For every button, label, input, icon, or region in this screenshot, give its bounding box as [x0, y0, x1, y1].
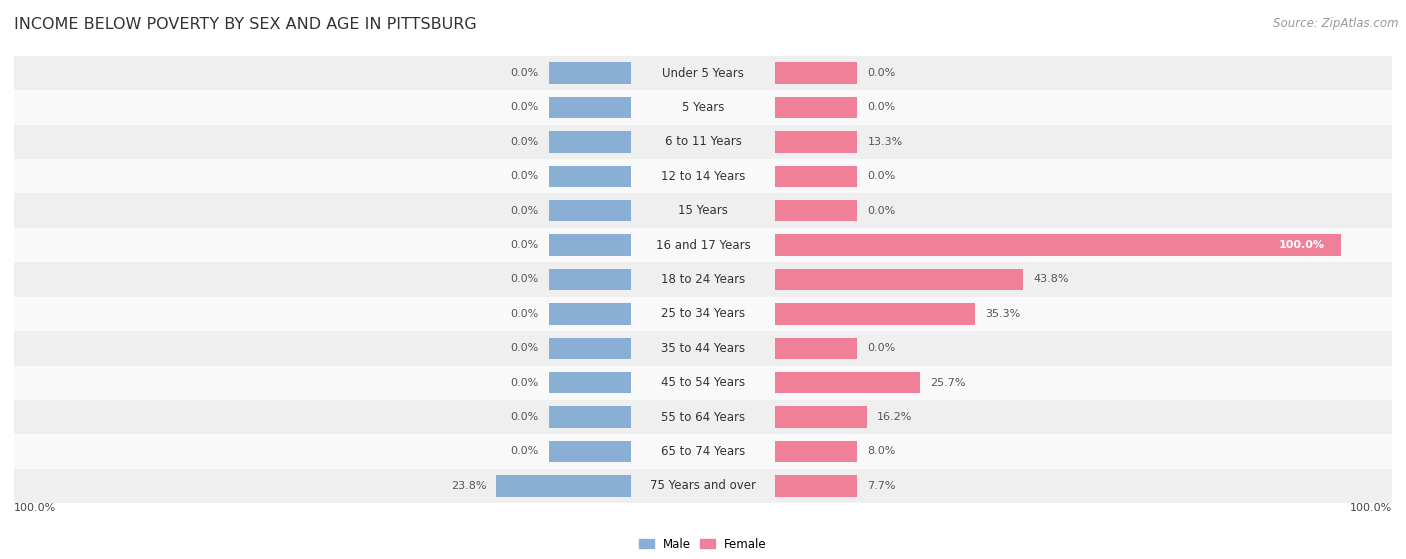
Text: 5 Years: 5 Years: [682, 101, 724, 114]
Text: 0.0%: 0.0%: [868, 343, 896, 353]
Text: 35 to 44 Years: 35 to 44 Years: [661, 342, 745, 355]
Text: 12 to 14 Years: 12 to 14 Years: [661, 170, 745, 183]
Bar: [14, 366, 1392, 400]
Bar: [775, 200, 858, 221]
Bar: [14, 297, 1392, 331]
Bar: [775, 372, 921, 394]
Text: 0.0%: 0.0%: [868, 171, 896, 181]
Bar: [548, 338, 631, 359]
Text: 0.0%: 0.0%: [510, 274, 538, 285]
Text: 43.8%: 43.8%: [1033, 274, 1069, 285]
Text: 23.8%: 23.8%: [451, 481, 486, 491]
Bar: [14, 159, 1392, 193]
Bar: [548, 441, 631, 462]
Bar: [548, 234, 631, 256]
Text: Under 5 Years: Under 5 Years: [662, 67, 744, 79]
Text: 0.0%: 0.0%: [510, 206, 538, 216]
Text: 0.0%: 0.0%: [868, 68, 896, 78]
Bar: [548, 165, 631, 187]
Text: 0.0%: 0.0%: [510, 412, 538, 422]
Legend: Male, Female: Male, Female: [634, 533, 772, 555]
Text: 55 to 64 Years: 55 to 64 Years: [661, 411, 745, 424]
Text: 0.0%: 0.0%: [510, 447, 538, 457]
Bar: [548, 406, 631, 428]
Text: 100.0%: 100.0%: [14, 503, 56, 513]
Text: INCOME BELOW POVERTY BY SEX AND AGE IN PITTSBURG: INCOME BELOW POVERTY BY SEX AND AGE IN P…: [14, 17, 477, 32]
Text: 0.0%: 0.0%: [510, 309, 538, 319]
Text: 25 to 34 Years: 25 to 34 Years: [661, 307, 745, 320]
Text: 13.3%: 13.3%: [868, 137, 903, 147]
Text: 0.0%: 0.0%: [510, 137, 538, 147]
Text: 100.0%: 100.0%: [1279, 240, 1324, 250]
Text: 75 Years and over: 75 Years and over: [650, 480, 756, 492]
Text: 35.3%: 35.3%: [984, 309, 1021, 319]
Text: 0.0%: 0.0%: [510, 171, 538, 181]
Bar: [548, 372, 631, 394]
Text: 18 to 24 Years: 18 to 24 Years: [661, 273, 745, 286]
Bar: [775, 441, 858, 462]
Text: 0.0%: 0.0%: [868, 102, 896, 112]
Bar: [775, 165, 858, 187]
Bar: [548, 269, 631, 290]
Text: 0.0%: 0.0%: [510, 68, 538, 78]
Bar: [14, 468, 1392, 503]
Text: 65 to 74 Years: 65 to 74 Years: [661, 445, 745, 458]
Text: 0.0%: 0.0%: [510, 240, 538, 250]
Bar: [14, 400, 1392, 434]
Bar: [496, 475, 631, 496]
Bar: [775, 269, 1022, 290]
Text: 0.0%: 0.0%: [510, 102, 538, 112]
Bar: [775, 406, 866, 428]
Text: 0.0%: 0.0%: [510, 343, 538, 353]
Bar: [548, 131, 631, 153]
Bar: [775, 131, 858, 153]
Bar: [548, 200, 631, 221]
Bar: [775, 234, 1340, 256]
Text: Source: ZipAtlas.com: Source: ZipAtlas.com: [1274, 17, 1399, 30]
Bar: [775, 338, 858, 359]
Bar: [548, 303, 631, 325]
Bar: [14, 331, 1392, 366]
Bar: [14, 125, 1392, 159]
Bar: [14, 193, 1392, 228]
Text: 25.7%: 25.7%: [931, 378, 966, 388]
Text: 8.0%: 8.0%: [868, 447, 896, 457]
Bar: [548, 63, 631, 84]
Text: 0.0%: 0.0%: [868, 206, 896, 216]
Bar: [14, 56, 1392, 91]
Bar: [775, 97, 858, 118]
Text: 16.2%: 16.2%: [877, 412, 912, 422]
Bar: [14, 434, 1392, 468]
Text: 15 Years: 15 Years: [678, 204, 728, 217]
Text: 16 and 17 Years: 16 and 17 Years: [655, 239, 751, 252]
Bar: [775, 475, 858, 496]
Bar: [775, 63, 858, 84]
Bar: [14, 262, 1392, 297]
Text: 6 to 11 Years: 6 to 11 Years: [665, 135, 741, 148]
Bar: [14, 91, 1392, 125]
Text: 100.0%: 100.0%: [1350, 503, 1392, 513]
Text: 7.7%: 7.7%: [868, 481, 896, 491]
Bar: [775, 303, 974, 325]
Bar: [548, 97, 631, 118]
Text: 45 to 54 Years: 45 to 54 Years: [661, 376, 745, 389]
Text: 0.0%: 0.0%: [510, 378, 538, 388]
Bar: [14, 228, 1392, 262]
